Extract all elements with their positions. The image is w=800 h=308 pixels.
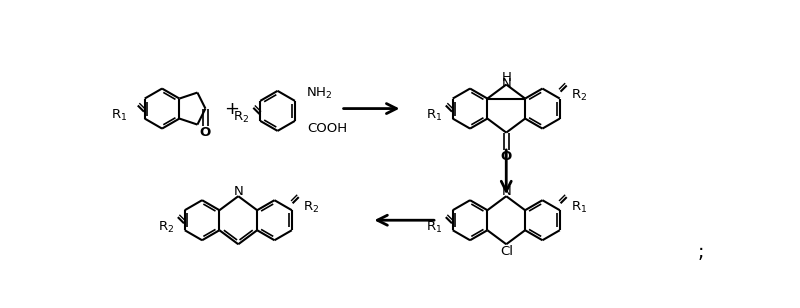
Text: N: N <box>234 185 243 198</box>
Text: +: + <box>224 99 239 118</box>
Text: NH$_2$: NH$_2$ <box>306 86 332 101</box>
Text: R$_1$: R$_1$ <box>426 220 442 235</box>
Text: R$_2$: R$_2$ <box>158 220 174 235</box>
Text: ;: ; <box>698 243 704 262</box>
Text: N: N <box>502 185 511 198</box>
Text: R$_1$: R$_1$ <box>111 108 128 123</box>
Text: R$_1$: R$_1$ <box>426 108 442 123</box>
Text: COOH: COOH <box>307 122 347 135</box>
Text: R$_2$: R$_2$ <box>570 88 586 103</box>
Text: O: O <box>501 150 512 163</box>
Text: R$_2$: R$_2$ <box>302 200 319 215</box>
Text: H: H <box>502 71 511 84</box>
Text: O: O <box>200 126 211 139</box>
Text: Cl: Cl <box>500 245 513 258</box>
Text: N: N <box>502 76 511 90</box>
Text: R$_1$: R$_1$ <box>570 200 587 215</box>
Text: R$_2$: R$_2$ <box>234 110 250 125</box>
